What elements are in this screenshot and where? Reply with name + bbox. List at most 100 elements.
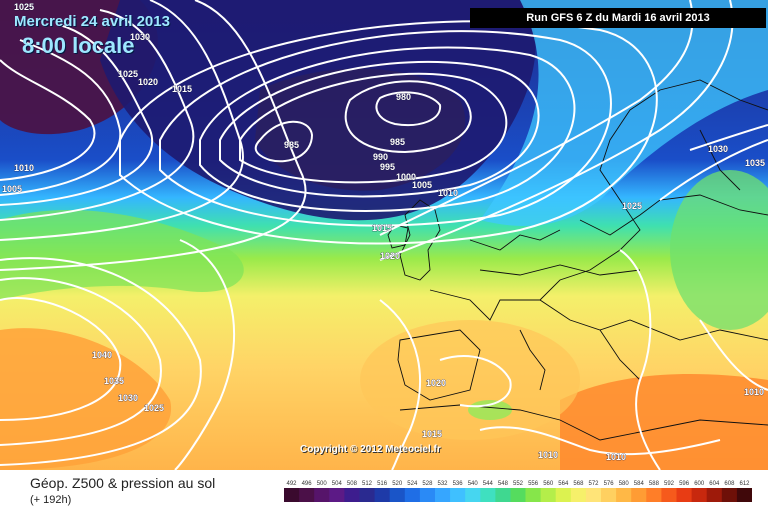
legend-value: 588 [649, 481, 660, 487]
green-region-east [670, 170, 768, 330]
isobar-label: 990 [373, 152, 388, 162]
isobar-label: 1025 [14, 2, 34, 12]
isobar-label: 1015 [372, 223, 392, 233]
legend-swatch [495, 488, 511, 502]
isobar-label: 1030 [118, 393, 138, 403]
legend-swatch [525, 488, 542, 502]
isobar-label: 1000 [396, 172, 416, 182]
legend-swatch [691, 488, 708, 502]
legend-swatch [661, 488, 677, 502]
trough-core-region [255, 68, 466, 191]
isobar-label: 1020 [380, 251, 400, 261]
isobar-label: 1005 [2, 184, 22, 194]
isobar-label: 1015 [422, 429, 442, 439]
isobar-label: 980 [396, 92, 411, 102]
legend-value: 500 [317, 481, 328, 487]
isobar-label: 1035 [104, 376, 124, 386]
legend-value: 596 [679, 481, 690, 487]
legend-value: 576 [604, 481, 615, 487]
isobar-label: 1025 [144, 403, 164, 413]
legend-value: 548 [498, 481, 509, 487]
legend-value: 612 [739, 481, 750, 487]
legend-swatch [314, 488, 330, 502]
legend-value: 580 [619, 481, 630, 487]
legend-value: 504 [332, 481, 343, 487]
green-region-west [0, 210, 244, 300]
green-spot-africa [468, 400, 512, 420]
isobar-label: 1035 [745, 158, 765, 168]
legend-value: 600 [694, 481, 705, 487]
legend-swatch [389, 488, 406, 502]
legend-swatch [601, 488, 617, 502]
legend-swatch [736, 488, 752, 502]
legend-swatch [616, 488, 632, 502]
legend-value: 528 [422, 481, 433, 487]
orange-region-southeast [560, 374, 768, 470]
coastlines [387, 79, 768, 441]
cyan-ridge-region [480, 0, 768, 226]
isobar-labels: 1025 1030 1025 1020 1015 1010 1005 980 9… [2, 2, 766, 463]
legend-swatch [450, 488, 466, 502]
legend-value: 608 [724, 481, 735, 487]
legend-swatch [570, 488, 587, 502]
legend-swatch [359, 488, 376, 502]
legend-swatch [540, 488, 557, 502]
isobar-label: 985 [390, 137, 405, 147]
isobar-label: 1010 [14, 163, 34, 173]
legend-swatch [299, 488, 315, 502]
isobar-label: 1010 [538, 450, 558, 460]
legend-value: 520 [392, 481, 403, 487]
isobar-label: 995 [380, 162, 395, 172]
run-info: Run GFS 6 Z du Mardi 16 avril 2013 [470, 8, 766, 28]
legend-value: 560 [543, 481, 554, 487]
isobar-label: 1005 [412, 180, 432, 190]
legend-value: 568 [573, 481, 584, 487]
legend-value: 564 [558, 481, 569, 487]
copyright-text: Copyright © 2012 Meteociel.fr [300, 444, 441, 455]
isobar-label: 1030 [708, 144, 728, 154]
isobar-label: 1025 [622, 201, 642, 211]
forecast-time: 8:00 locale [22, 33, 135, 58]
legend-swatch [435, 488, 451, 502]
color-legend: 492 496 500 504 508 512 516 520 524 528 532 536 540 5… [284, 481, 752, 502]
legend-value: 592 [664, 481, 675, 487]
isobar-label: 1010 [744, 387, 764, 397]
legend-value: 540 [468, 481, 479, 487]
legend-swatch [585, 488, 602, 502]
weather-map: 1025 1030 1025 1020 1015 1010 1005 980 9… [0, 0, 768, 470]
legend-value: 508 [347, 481, 358, 487]
map-title: Géop. Z500 & pression au sol [30, 475, 216, 491]
isobar-label: 1010 [606, 452, 626, 462]
legend-swatch [555, 488, 572, 502]
legend-value: 524 [407, 481, 418, 487]
isobar-label: 1030 [130, 32, 150, 42]
legend-value: 556 [528, 481, 539, 487]
isobar-label: 985 [284, 140, 299, 150]
isobar-label: 1020 [426, 378, 446, 388]
legend-swatch [480, 488, 496, 502]
isobar-label: 1040 [92, 350, 112, 360]
forecast-lead: (+ 192h) [30, 494, 72, 506]
orange-region-southwest [0, 328, 172, 470]
legend-swatch [721, 488, 738, 502]
legend-value: 512 [362, 481, 373, 487]
legend-value: 584 [634, 481, 645, 487]
legend-value: 544 [483, 481, 494, 487]
legend-swatch [329, 488, 345, 502]
isobar-label: 1010 [438, 188, 458, 198]
legend-swatch [374, 488, 391, 502]
legend-swatch [510, 488, 527, 502]
legend-value: 536 [453, 481, 464, 487]
legend-value: 532 [437, 481, 448, 487]
legend-value: 516 [377, 481, 388, 487]
legend-swatch [706, 488, 723, 502]
legend-value: 552 [513, 481, 524, 487]
legend-swatch [676, 488, 693, 502]
forecast-date: Mercredi 24 avril 2013 [14, 13, 170, 30]
isobar-label: 1015 [172, 84, 192, 94]
legend-value: 604 [709, 481, 720, 487]
legend-swatch [631, 488, 647, 502]
isobar-label: 1025 [118, 69, 138, 79]
legend-swatch [419, 488, 436, 502]
legend-value: 572 [588, 481, 599, 487]
